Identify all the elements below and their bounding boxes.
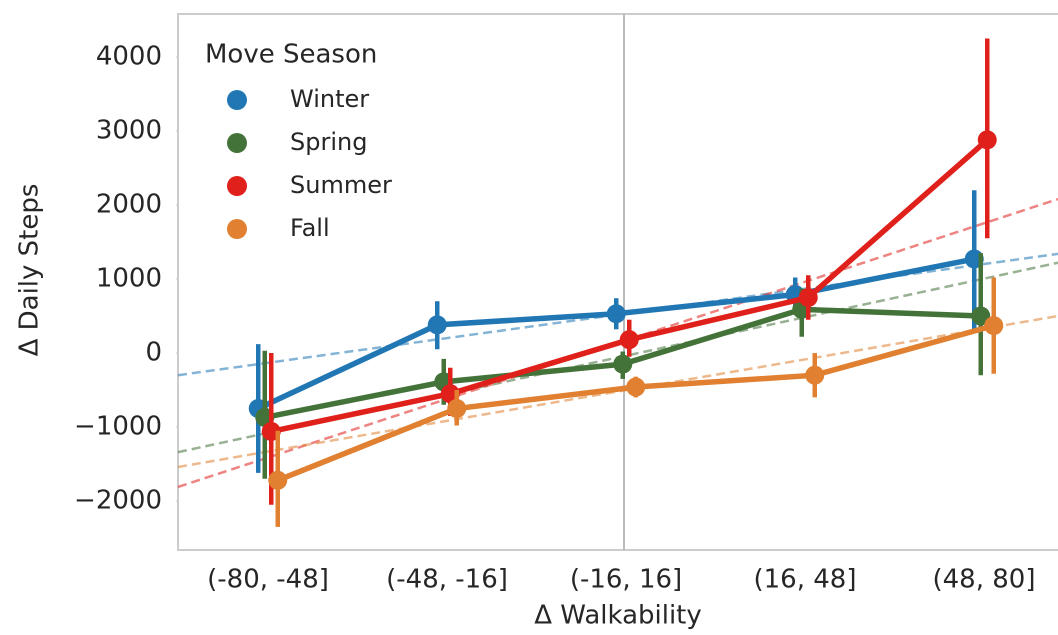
point [626,377,646,397]
point [798,288,818,308]
legend-label: Fall [290,214,330,242]
legend-label: Winter [290,85,369,113]
y-tick-label: 3000 [96,115,162,145]
y-axis-label: Δ Daily Steps [15,184,45,357]
y-tick-label: −1000 [74,412,162,442]
point [971,306,991,326]
trend-line [177,252,1058,377]
point [619,330,639,350]
x-tick-label: (-48, -16] [386,565,508,595]
y-tick-label: −2000 [74,486,162,516]
legend-title: Move Season [205,40,377,70]
legend-label: Spring [290,128,367,156]
x-tick-label: (-80, -48] [207,565,329,595]
y-tick-label: 2000 [96,190,162,220]
series-line [257,256,975,411]
x-tick-label: (48, 80] [933,565,1036,595]
legend-marker [227,219,247,239]
point [447,399,467,419]
point [427,315,447,335]
trend-line [177,314,1058,469]
point [984,316,1004,336]
legend-marker [227,133,247,153]
x-tick-label: (16, 48] [754,565,857,595]
y-tick-label: 0 [145,338,162,368]
x-axis-label: Δ Walkability [534,601,702,631]
y-tick-label: 1000 [96,264,162,294]
legend-label: Summer [290,171,392,199]
legend-marker [227,176,247,196]
point [805,365,825,385]
y-tick-label: 4000 [96,41,162,71]
plot-frame [177,13,1058,551]
legend-marker [227,90,247,110]
point [606,304,626,324]
point [613,354,633,374]
point [977,130,997,150]
x-tick-label: (-16, 16] [570,565,682,595]
point [268,470,288,490]
